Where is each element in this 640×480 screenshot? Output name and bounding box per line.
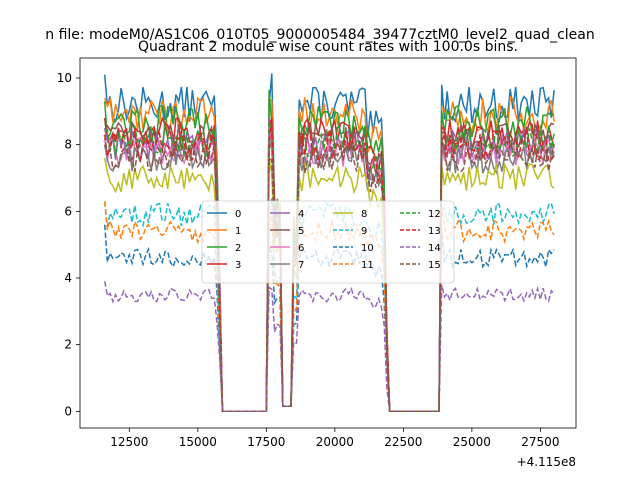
- legend-label-1: 1: [235, 226, 241, 237]
- series-line-13: [103, 117, 555, 413]
- series-line-15: [103, 142, 555, 413]
- x-tick-label: 17500: [247, 435, 285, 449]
- y-tick-label: 2: [64, 338, 72, 352]
- legend-label-8: 8: [361, 209, 367, 220]
- legend-label-4: 4: [298, 209, 304, 220]
- legend-label-11: 11: [361, 260, 374, 271]
- x-axis: 12500 15000 17500 20000 22500 25000 27500: [110, 428, 559, 449]
- legend-label-13: 13: [428, 226, 441, 237]
- legend-label-7: 7: [298, 260, 304, 271]
- chart-title: Quadrant 2 module wise count rates with …: [138, 39, 518, 55]
- legend-label-9: 9: [361, 226, 367, 237]
- y-tick-label: 0: [64, 404, 72, 418]
- x-axis-offset-label: +4.115e8: [517, 455, 576, 469]
- x-tick-label: 15000: [179, 435, 217, 449]
- legend-label-5: 5: [298, 226, 304, 237]
- series-line-9: [103, 198, 555, 413]
- x-tick-label: 27500: [521, 435, 559, 449]
- y-tick-label: 4: [64, 271, 72, 285]
- figure-suptitle: n file: modeM0/AS1C06_010T05_9000005484_…: [45, 27, 594, 43]
- y-tick-label: 6: [64, 204, 72, 218]
- x-tick-label: 25000: [453, 435, 491, 449]
- legend-label-10: 10: [361, 243, 374, 254]
- x-tick-label: 22500: [384, 435, 422, 449]
- legend-label-6: 6: [298, 243, 304, 254]
- legend-label-3: 3: [235, 260, 241, 271]
- x-tick-label: 20000: [316, 435, 354, 449]
- series-layer: [103, 73, 555, 413]
- legend-label-15: 15: [428, 260, 441, 271]
- series-line-8: [103, 157, 555, 413]
- series-line-14: [103, 281, 555, 413]
- y-tick-label: 8: [64, 138, 72, 152]
- legend-label-0: 0: [235, 209, 241, 220]
- y-axis: 0 2 4 6 8 10: [57, 71, 80, 418]
- x-tick-label: 12500: [110, 435, 148, 449]
- y-tick-label: 10: [57, 71, 72, 85]
- legend-label-14: 14: [428, 243, 441, 254]
- series-line-11: [103, 201, 555, 413]
- plot-frame: [79, 57, 577, 429]
- legend-label-2: 2: [235, 243, 241, 254]
- legend-label-12: 12: [428, 209, 441, 220]
- legend-frame: [201, 200, 455, 284]
